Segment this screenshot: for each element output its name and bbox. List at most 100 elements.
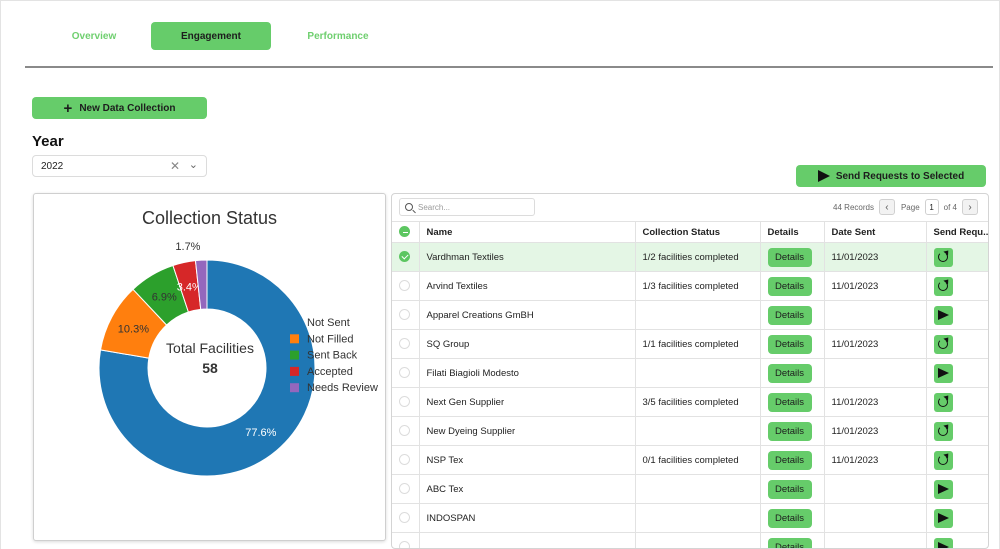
send-icon [937,484,949,494]
table-row[interactable]: Vardhman Textiles 1/2 facilities complete… [392,242,988,272]
send-button[interactable] [933,479,953,499]
row-checkbox[interactable] [399,483,410,495]
legend-label[interactable]: Needs Review [307,382,378,394]
row-checkbox[interactable] [399,396,410,408]
details-button[interactable]: Details [767,537,812,548]
table-row[interactable]: Next Gen Supplier 3/5 facilities complete… [392,387,988,417]
date-sent [824,503,927,533]
resend-button[interactable] [933,334,953,354]
send-button[interactable] [933,508,953,528]
new-data-collection-button[interactable]: + New Data Collection [32,97,207,119]
legend-swatch[interactable] [290,318,299,327]
date-sent: 11/01/2023 [824,329,927,359]
resend-button[interactable] [933,392,953,412]
chevron-down-icon[interactable]: ⌄ [188,159,198,171]
details-button[interactable]: Details [767,450,812,470]
send-button[interactable] [933,537,953,548]
row-select-cell[interactable] [392,416,420,446]
details-button[interactable]: Details [767,363,812,383]
legend-swatch[interactable] [290,366,299,376]
resend-button[interactable] [933,247,953,267]
row-select-cell[interactable] [392,300,420,330]
resend-button[interactable] [933,276,953,296]
row-checkbox[interactable] [399,280,410,292]
row-checkbox[interactable] [399,512,410,524]
suppliers-table-panel: 44 Records ‹ Page 1 of 4 › Name Collecti… [391,193,989,549]
details-button[interactable]: Details [767,305,812,325]
legend-label[interactable]: Accepted [307,366,353,378]
row-select-cell[interactable] [392,242,420,272]
table-row[interactable]: New Dyeing Supplier Details 11/01/2023 [392,416,988,446]
details-button[interactable]: Details [767,421,812,441]
resend-button[interactable] [933,421,953,441]
legend-label[interactable]: Not Sent [307,317,350,329]
details-button[interactable]: Details [767,508,812,528]
details-cell: Details [760,445,825,475]
row-checkbox[interactable] [399,425,410,437]
tab-engagement[interactable]: Engagement [151,22,271,50]
table-row[interactable]: SQ Group 1/1 facilities completed Details 1… [392,329,988,359]
send-requests-selected-button[interactable]: Send Requests to Selected [796,165,986,187]
send-request-cell [926,416,988,446]
clear-icon[interactable]: ✕ [169,159,180,173]
row-select-cell[interactable] [392,532,420,548]
tab-performance[interactable]: Performance [307,30,369,42]
send-button[interactable] [933,363,953,383]
prev-page-button[interactable]: ‹ [878,199,895,215]
slice-not-sent[interactable] [98,259,316,477]
column-collection-status[interactable]: Collection Status [635,221,761,243]
row-select-cell[interactable] [392,387,420,417]
details-button[interactable]: Details [767,392,812,412]
legend-label[interactable]: Sent Back [307,350,358,362]
column-send-requests[interactable]: Send Requ... [926,221,988,243]
row-select-cell[interactable] [392,271,420,301]
search-box[interactable] [399,198,535,216]
legend-swatch[interactable] [290,350,299,360]
column-date-sent[interactable]: Date Sent [824,221,927,243]
details-button[interactable]: Details [767,334,812,354]
row-select-cell[interactable] [392,474,420,504]
search-input[interactable] [418,202,528,212]
table-row[interactable]: Details [392,532,988,548]
row-select-cell[interactable] [392,445,420,475]
collection-status [635,474,761,504]
column-name[interactable]: Name [419,221,636,243]
details-button[interactable]: Details [767,479,812,499]
legend-swatch[interactable] [290,383,299,393]
details-button[interactable]: Details [767,276,812,296]
table-row[interactable]: ABC Tex Details [392,474,988,504]
legend-swatch[interactable] [290,334,299,344]
table-row[interactable]: Arvind Textiles 1/3 facilities completed D… [392,271,988,301]
donut-chart: 77.6% 10.3% 6.9%3.4% 1.7% Total Facilities 58… [98,241,378,477]
refresh-icon [938,397,948,407]
row-select-cell[interactable] [392,329,420,359]
select-all-cell[interactable] [392,221,420,243]
row-select-cell[interactable] [392,503,420,533]
page-number[interactable]: 1 [924,199,939,215]
refresh-icon [938,281,948,291]
table-row[interactable]: NSP Tex 0/1 facilities completed Details 11… [392,445,988,475]
row-checkbox[interactable] [399,541,410,548]
details-cell: Details [760,474,825,504]
tab-overview[interactable]: Overview [71,30,117,42]
row-checkbox[interactable] [399,454,410,466]
select-all-checkbox[interactable] [399,226,410,238]
resend-button[interactable] [933,450,953,470]
table-row[interactable]: Filati Biagioli Modesto Details [392,358,988,388]
table-row[interactable]: INDOSPAN Details [392,503,988,533]
next-page-button[interactable]: › [962,199,978,215]
row-select-cell[interactable] [392,358,420,388]
send-button[interactable] [933,305,953,325]
column-details[interactable]: Details [760,221,825,243]
row-checkbox[interactable] [399,338,410,350]
slice-needs-review[interactable] [194,259,208,310]
legend-label[interactable]: Not Filled [307,333,353,345]
collection-status: 1/3 facilities completed [635,271,761,301]
year-select[interactable]: 2022 ✕ ⌄ [32,155,207,177]
row-checkbox[interactable] [399,367,410,379]
supplier-name [419,532,636,548]
row-checkbox[interactable] [399,251,410,263]
details-button[interactable]: Details [767,247,812,267]
row-checkbox[interactable] [399,309,410,321]
table-row[interactable]: Apparel Creations GmBH Details [392,300,988,330]
